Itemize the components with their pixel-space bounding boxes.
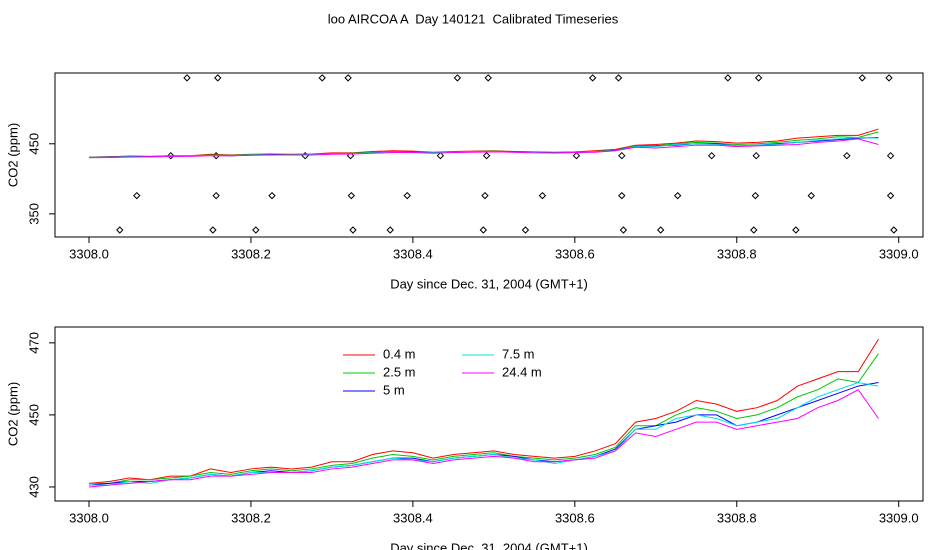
series-line: [89, 353, 879, 484]
marker: [482, 151, 491, 160]
marker: [538, 191, 547, 200]
marker: [453, 74, 462, 82]
marker: [479, 226, 488, 234]
plot-frame: [54, 326, 924, 502]
series-line: [88, 389, 879, 488]
marker: [116, 226, 124, 234]
x-tick-label: 3308.8: [717, 510, 757, 525]
y-tick-label: 350: [26, 203, 41, 225]
marker: [386, 226, 394, 234]
chart-title: loo AIRCOA A Day 140121 Calibrated Times…: [328, 11, 619, 26]
series-line: [89, 381, 879, 486]
marker: [588, 74, 597, 82]
marker: [807, 191, 815, 200]
x-tick-label: 3308.4: [393, 510, 433, 525]
marker: [614, 74, 623, 82]
marker: [346, 151, 355, 160]
plot-frame: [54, 72, 924, 238]
marker: [268, 191, 276, 200]
y-tick-label: 450: [26, 404, 41, 426]
x-tick-label: 3308.0: [69, 510, 109, 525]
marker: [209, 226, 217, 234]
marker: [885, 74, 893, 82]
marker: [521, 226, 530, 234]
marker: [754, 74, 763, 82]
y-tick-label: 430: [26, 476, 41, 498]
y-tick-label: 470: [26, 332, 41, 354]
marker: [183, 74, 191, 82]
marker: [656, 226, 665, 234]
series-line: [88, 338, 879, 484]
marker: [214, 74, 222, 82]
x-axis-label: Day since Dec. 31, 2004 (GMT+1): [390, 276, 588, 291]
marker: [890, 226, 898, 234]
marker: [167, 151, 175, 160]
y-axis-label: CO2 (ppm): [5, 382, 20, 446]
marker: [673, 191, 682, 200]
marker: [792, 226, 800, 234]
marker: [858, 74, 866, 82]
x-tick-label: 3308.2: [231, 246, 271, 261]
marker: [751, 191, 760, 200]
legend-label: 2.5 m: [383, 364, 416, 379]
y-axis-label: CO2 (ppm): [5, 123, 20, 187]
marker: [750, 226, 758, 234]
x-axis-label: Day since Dec. 31, 2004 (GMT+1): [390, 540, 588, 550]
marker: [619, 226, 628, 234]
x-tick-label: 3308.6: [555, 246, 595, 261]
marker: [318, 74, 326, 82]
marker: [133, 191, 141, 200]
x-tick-label: 3309.0: [879, 510, 919, 525]
legend-label: 0.4 m: [383, 346, 416, 361]
marker: [843, 151, 851, 160]
x-tick-label: 3309.0: [879, 246, 919, 261]
y-tick-label: 450: [26, 133, 41, 155]
x-tick-label: 3308.0: [69, 246, 109, 261]
marker: [481, 191, 489, 200]
legend-label: 24.4 m: [502, 364, 542, 379]
marker: [436, 151, 445, 160]
marker: [752, 151, 760, 160]
marker: [886, 191, 895, 200]
marker: [484, 74, 492, 82]
marker: [347, 191, 356, 200]
marker: [344, 74, 352, 82]
legend-label: 5 m: [383, 382, 405, 397]
marker: [618, 151, 626, 160]
marker: [707, 151, 716, 160]
marker: [618, 191, 626, 200]
series-line: [88, 138, 879, 159]
marker: [212, 191, 220, 200]
x-tick-label: 3308.2: [231, 510, 271, 525]
marker: [724, 74, 732, 82]
marker: [403, 191, 411, 200]
legend-label: 7.5 m: [502, 346, 535, 361]
x-tick-label: 3308.6: [555, 510, 595, 525]
marker: [572, 151, 581, 160]
marker: [349, 226, 357, 234]
marker: [252, 226, 260, 234]
marker: [886, 151, 895, 160]
x-tick-label: 3308.8: [717, 246, 757, 261]
x-tick-label: 3308.4: [393, 246, 433, 261]
